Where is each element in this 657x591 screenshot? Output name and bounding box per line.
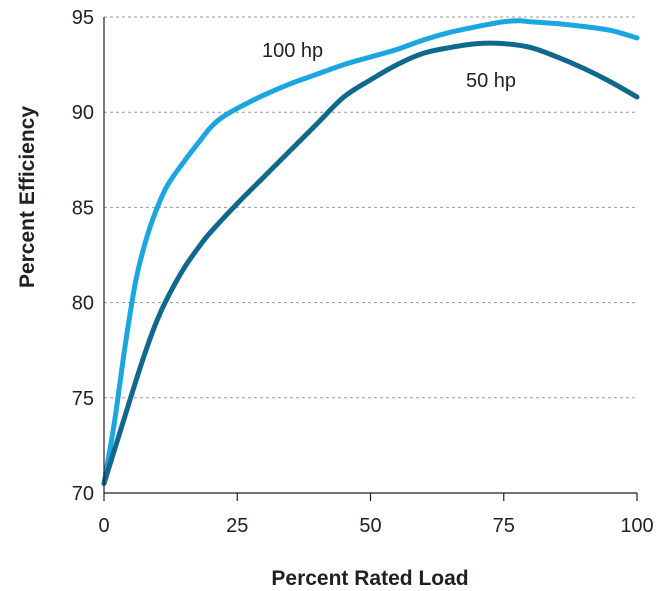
y-tick-label-95: 95 xyxy=(72,7,94,29)
axes xyxy=(103,17,638,501)
tick-labels: 70 75 80 85 90 95 0 25 50 75 100 xyxy=(72,7,654,537)
x-tick-label-100: 100 xyxy=(620,515,653,537)
grid-lines xyxy=(104,16,637,399)
series-lines xyxy=(101,18,640,486)
y-axis-title: Percent Efficiency xyxy=(16,106,39,288)
x-tick-label-25: 25 xyxy=(226,515,248,537)
series-label-100hp: 100 hp xyxy=(262,40,323,62)
series-line-50hp xyxy=(101,40,640,486)
y-tick-label-80: 80 xyxy=(72,293,94,315)
x-tick-label-0: 0 xyxy=(98,515,109,537)
x-axis-title: Percent Rated Load xyxy=(271,567,468,590)
x-tick-label-75: 75 xyxy=(493,515,515,537)
y-tick-label-85: 85 xyxy=(72,197,94,219)
series-label-50hp: 50 hp xyxy=(466,70,516,92)
y-tick-label-70: 70 xyxy=(72,483,94,505)
series-line-100hp xyxy=(101,18,640,486)
y-tick-label-90: 90 xyxy=(72,102,94,124)
y-tick-label-75: 75 xyxy=(72,388,94,410)
x-tick-label-50: 50 xyxy=(359,515,381,537)
